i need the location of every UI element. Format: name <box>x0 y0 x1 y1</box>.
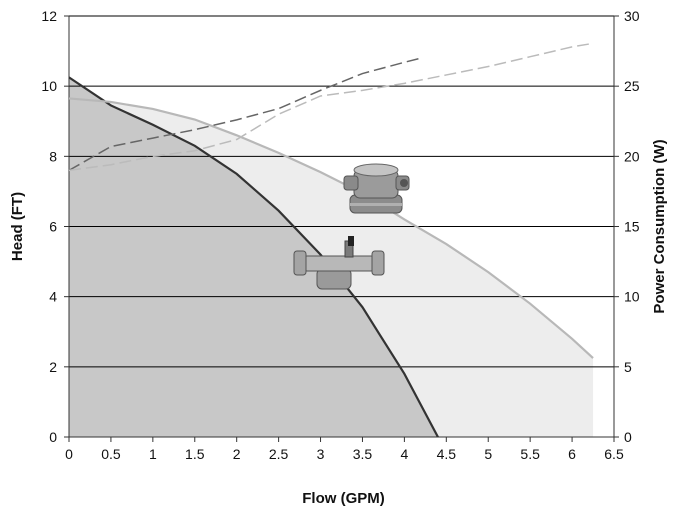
x-tick-label-2: 1 <box>149 446 157 462</box>
x-tick-label-12: 6 <box>568 446 576 462</box>
x-tick-label-3: 1.5 <box>185 446 205 462</box>
y2-tick-label-4: 20 <box>624 148 640 164</box>
x-tick-label-9: 4.5 <box>437 446 457 462</box>
y-tick-label-3: 6 <box>49 219 57 235</box>
pump-head-cylinder-image <box>343 163 410 214</box>
y-tick-label-5: 10 <box>41 78 57 94</box>
y-axis-title: Head (FT) <box>9 192 26 261</box>
head-curve-0 <box>68 76 439 438</box>
x-tick-label-10: 5 <box>484 446 492 462</box>
y2-axis-title: Power Consumption (W) <box>651 139 668 313</box>
x-tick-label-1: 0.5 <box>101 446 121 462</box>
x-tick-label-6: 3 <box>317 446 325 462</box>
x-tick-label-5: 2.5 <box>269 446 289 462</box>
pump-head-part-4 <box>343 175 359 191</box>
pump-head-part-6 <box>400 179 408 187</box>
x-tick-label-7: 3.5 <box>353 446 373 462</box>
y2-tick-label-6: 30 <box>624 8 640 24</box>
x-axis-title: Flow (GPM) <box>302 490 385 507</box>
y-tick-label-6: 12 <box>41 8 57 24</box>
inline-pump-part-2 <box>293 250 307 276</box>
head-curve-1 <box>68 97 594 359</box>
y2-tick-label-1: 5 <box>624 359 632 375</box>
inline-pump-part-3 <box>371 250 385 276</box>
x-tick-label-0: 0 <box>65 446 73 462</box>
inline-pump-part-1 <box>302 255 376 272</box>
y-tick-label-4: 8 <box>49 148 57 164</box>
inline-pump-part-5 <box>348 236 354 246</box>
y2-tick-label-5: 25 <box>624 78 640 94</box>
y2-tick-label-0: 0 <box>624 429 632 445</box>
y-tick-label-2: 4 <box>49 289 57 305</box>
x-tick-label-11: 5.5 <box>520 446 540 462</box>
x-tick-label-8: 4 <box>400 446 408 462</box>
x-tick-label-4: 2 <box>233 446 241 462</box>
pump-head-part-3 <box>353 163 399 177</box>
y-tick-label-0: 0 <box>49 429 57 445</box>
inline-pump-image <box>293 236 385 290</box>
inline-pump-part-0 <box>316 268 352 290</box>
y-tick-label-1: 2 <box>49 359 57 375</box>
y2-tick-label-3: 15 <box>624 219 640 235</box>
y2-tick-label-2: 10 <box>624 289 640 305</box>
power-curve-2 <box>68 57 422 172</box>
primary-head-fill <box>69 77 438 437</box>
pump-head-part-1 <box>350 203 402 206</box>
power-curve-3 <box>68 43 589 172</box>
x-tick-label-13: 6.5 <box>604 446 624 462</box>
